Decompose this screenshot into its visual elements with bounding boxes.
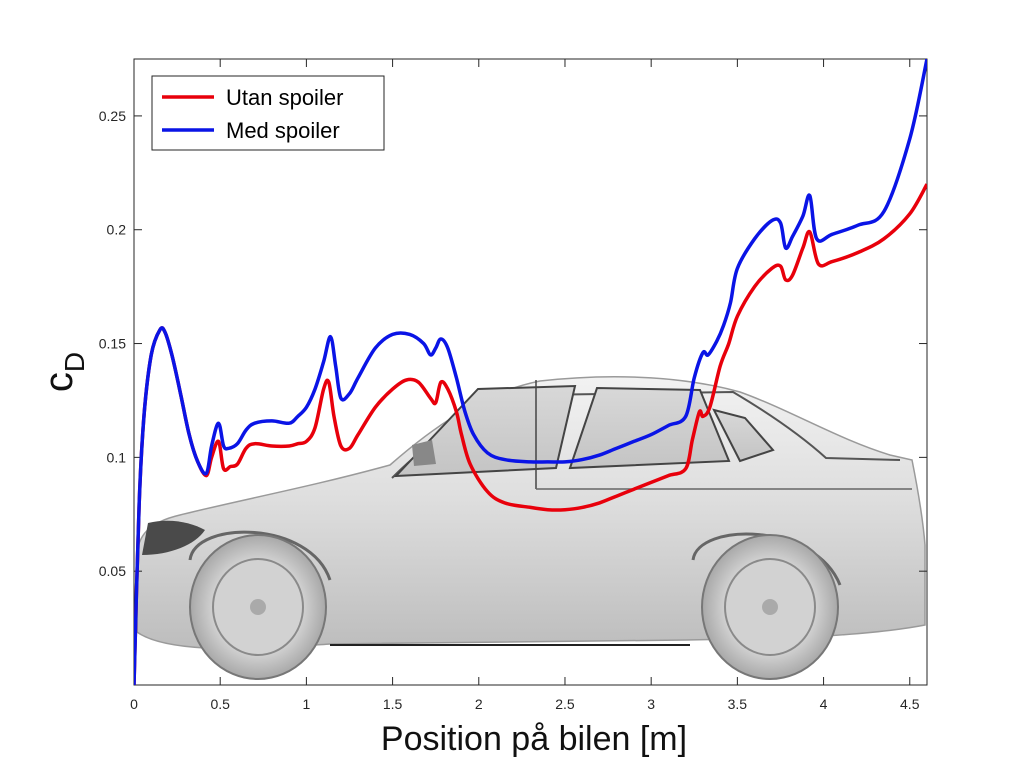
x-tick-label: 1 [302, 696, 310, 712]
x-tick-label: 1.5 [383, 696, 403, 712]
y-axis-title-main: c [37, 372, 81, 392]
y-tick-label: 0.25 [99, 108, 126, 124]
y-axis-title: cD [37, 352, 90, 392]
x-tick-label: 2 [475, 696, 483, 712]
x-axis-title: Position på bilen [m] [381, 720, 687, 758]
svg-text:cD: cD [37, 352, 90, 392]
x-axis-ticks: 0 0.5 1 1.5 2 2.5 3 3.5 4 4.5 [130, 59, 920, 712]
x-tick-label: 4 [820, 696, 828, 712]
legend-label-med-spoiler: Med spoiler [226, 118, 340, 143]
plot-area-frame [133, 58, 928, 686]
legend: Utan spoiler Med spoiler [151, 75, 385, 151]
series-line-utan-spoiler [134, 183, 927, 685]
y-tick-label: 0.2 [107, 222, 127, 238]
series-line-med-spoiler [134, 59, 927, 685]
x-tick-label: 0.5 [210, 696, 230, 712]
x-tick-label: 3 [647, 696, 655, 712]
x-tick-label: 3.5 [728, 696, 748, 712]
y-axis-ticks: 0.05 0.1 0.15 0.2 0.25 [99, 108, 927, 579]
y-tick-label: 0.15 [99, 336, 126, 352]
x-tick-label: 4.5 [900, 696, 920, 712]
y-axis-title-subscript: D [59, 352, 90, 372]
car-background-image [136, 375, 926, 680]
y-tick-label: 0.1 [107, 449, 127, 465]
x-tick-label: 2.5 [555, 696, 575, 712]
legend-label-utan-spoiler: Utan spoiler [226, 85, 343, 110]
x-tick-label: 0 [130, 696, 138, 712]
series-lines [134, 59, 927, 685]
legend-box [151, 75, 385, 151]
y-tick-label: 0.05 [99, 563, 126, 579]
